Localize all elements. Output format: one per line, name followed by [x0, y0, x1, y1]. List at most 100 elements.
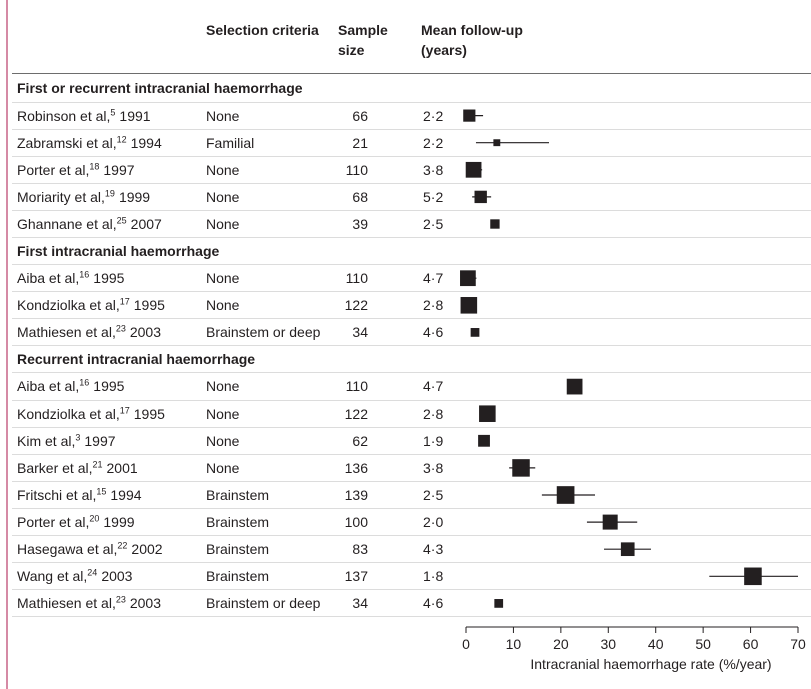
study-label: Porter et al,18 1997: [17, 157, 135, 183]
reference-number: 16: [79, 269, 90, 280]
study-year: 1997: [84, 432, 116, 449]
study-row: Fritschi et al,15 1994 Brainstem 139 2·5: [12, 482, 811, 509]
study-name: Aiba et al,: [17, 378, 80, 395]
reference-number: 22: [117, 540, 128, 551]
study-row: Barker et al,21 2001 None 136 3·8: [12, 455, 811, 482]
reference-number: 5: [110, 106, 116, 117]
reference-number: 25: [116, 215, 127, 226]
study-name: Kondziolka et al,: [17, 297, 120, 314]
study-name: Mathiesen et al,: [17, 595, 116, 612]
study-row: Mathiesen et al,23 2003 Brainstem or deep 3…: [12, 590, 811, 618]
study-label: Zabramski et al,12 1994: [17, 130, 162, 156]
column-header-mean-follow-up: Mean follow-up (years): [421, 22, 523, 58]
selection-criteria: None: [206, 297, 240, 314]
selection-criteria: Brainstem: [206, 541, 270, 558]
reference-number: 17: [119, 296, 130, 307]
section-title: First or recurrent intracranial haemorrh…: [17, 80, 303, 97]
selection-criteria: Brainstem: [206, 513, 270, 530]
reference-number: 12: [116, 133, 127, 144]
mean-follow-up: 5·2: [423, 188, 444, 205]
study-name: Wang et al,: [17, 568, 88, 585]
study-label: Mathiesen et al,23 2003: [17, 319, 161, 345]
study-name: Robinson et al,: [17, 107, 111, 124]
study-row: Zabramski et al,12 1994 Familial 21 2·2: [12, 130, 811, 157]
selection-criteria: None: [206, 188, 240, 205]
section-title: Recurrent intracranial haemorrhage: [17, 351, 256, 368]
study-name: Mathiesen et al,: [17, 324, 116, 341]
study-row: Aiba et al,16 1995 None 110 4·7: [12, 265, 811, 293]
selection-criteria: None: [206, 215, 240, 232]
study-year: 2001: [106, 459, 138, 476]
study-year: 1991: [119, 107, 151, 124]
sample-size: 139: [344, 486, 368, 503]
study-year: 1999: [103, 513, 135, 530]
mean-follow-up: 3·8: [423, 161, 444, 178]
study-label: Kondziolka et al,17 1995: [17, 401, 165, 427]
study-row: Kim et al,3 1997 None 62 1·9: [12, 428, 811, 455]
x-tick-label: 20: [553, 636, 569, 652]
selection-criteria: Brainstem or deep: [206, 595, 321, 612]
reference-number: 15: [96, 486, 107, 497]
study-year: 1995: [93, 270, 125, 287]
mean-follow-up: 2·2: [423, 134, 444, 151]
mean-follow-up: 4·6: [423, 324, 444, 341]
mean-follow-up: 4·6: [423, 595, 444, 612]
study-row: Aiba et al,16 1995 None 110 4·7: [12, 373, 811, 401]
study-name: Porter et al,: [17, 161, 90, 178]
selection-criteria: None: [206, 405, 240, 422]
selection-criteria: None: [206, 107, 240, 124]
reference-number: 20: [89, 513, 100, 524]
sample-size: 21: [352, 134, 368, 151]
study-name: Kondziolka et al,: [17, 405, 120, 422]
reference-number: 18: [89, 161, 100, 172]
section-title: First intracranial haemorrhage: [17, 243, 220, 259]
sample-size: 122: [344, 297, 368, 314]
sample-size: 110: [345, 161, 368, 178]
study-year: 1995: [133, 297, 165, 314]
column-header-selection-criteria: Selection criteria: [206, 22, 319, 38]
study-label: Kim et al,3 1997: [17, 428, 116, 454]
study-name: Hasegawa et al,: [17, 541, 118, 558]
sample-size: 136: [344, 459, 368, 476]
sample-size: 62: [352, 432, 368, 449]
study-label: Aiba et al,16 1995: [17, 373, 124, 399]
sample-size: 100: [344, 513, 368, 530]
x-tick-label: 50: [695, 636, 711, 652]
frame-border: [6, 0, 8, 689]
x-tick-label: 0: [462, 636, 470, 652]
section-header-row: First intracranial haemorrhage: [12, 238, 811, 266]
x-tick-label: 10: [506, 636, 522, 652]
study-name: Ghannane et al,: [17, 215, 117, 232]
reference-number: 23: [115, 323, 126, 334]
study-year: 2003: [129, 324, 162, 341]
study-row: Hasegawa et al,22 2002 Brainstem 83 4·3: [12, 536, 811, 564]
study-row: Kondziolka et al,17 1995 None 122 2·8: [12, 292, 811, 320]
study-year: 1994: [110, 486, 142, 503]
mean-follow-up: 1·8: [423, 568, 444, 585]
selection-criteria: None: [206, 378, 240, 395]
selection-criteria: Familial: [206, 134, 255, 151]
mean-follow-up: 2·8: [423, 405, 444, 422]
sample-size: 68: [352, 188, 368, 205]
selection-criteria: Brainstem or deep: [206, 324, 321, 341]
study-row: Mathiesen et al,23 2003 Brainstem or deep 3…: [12, 319, 811, 347]
study-row: Moriarity et al,19 1999 None 68 5·2: [12, 184, 811, 211]
x-tick-label: 60: [743, 636, 759, 652]
study-table: First or recurrent intracranial haemorrh…: [12, 75, 811, 618]
sample-size: 122: [344, 405, 368, 422]
study-name: Barker et al,: [17, 459, 93, 476]
selection-criteria: Brainstem: [206, 568, 270, 585]
sample-size: 66: [352, 107, 368, 124]
study-label: Kondziolka et al,17 1995: [17, 292, 165, 318]
study-name: Porter et al,: [17, 513, 90, 530]
selection-criteria: None: [206, 270, 240, 287]
selection-criteria: None: [206, 432, 240, 449]
mean-follow-up: 3·8: [423, 459, 444, 476]
study-year: 2003: [101, 568, 133, 585]
study-name: Aiba et al,: [17, 270, 80, 287]
study-row: Wang et al,24 2003 Brainstem 137 1·8: [12, 563, 811, 591]
study-name: Fritschi et al,: [17, 486, 97, 503]
sample-size: 110: [345, 270, 368, 287]
study-label: Ghannane et al,25 2007: [17, 211, 162, 237]
